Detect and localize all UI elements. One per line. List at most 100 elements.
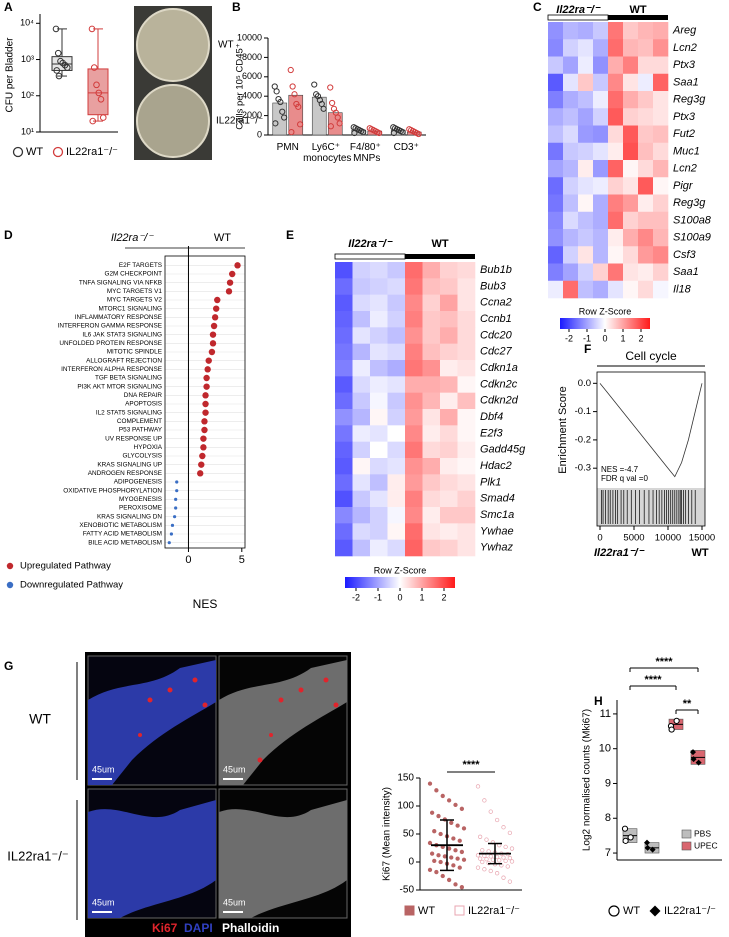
heatmap-cell (370, 343, 388, 361)
point (432, 829, 437, 834)
heatmap-cell (335, 311, 353, 328)
heatmap-cell (548, 125, 564, 144)
heatmap-cell (593, 177, 609, 195)
y-tick-label: 11 (600, 708, 611, 720)
heatmap-cell (352, 311, 371, 328)
x-side-label: WT (691, 547, 708, 559)
heatmap-cell (352, 294, 371, 312)
y-tick-label: 6000 (242, 71, 262, 81)
hit-band (597, 488, 705, 526)
heatmap-cell (593, 246, 609, 264)
heatmap-cell (608, 22, 624, 40)
colorbar-tick-label: -2 (352, 592, 360, 602)
heatmap-cell (422, 392, 441, 410)
row-label: Ptx3 (673, 59, 696, 71)
y-tick-label: 10³ (21, 54, 34, 64)
point (415, 130, 422, 138)
heatmap-cell (578, 263, 594, 282)
heatmap-cell (638, 108, 654, 126)
heatmap-cell (387, 376, 406, 393)
row-label: Lcn2 (673, 163, 697, 175)
heatmap-cell (638, 211, 654, 230)
point (429, 851, 435, 856)
legend-marker (6, 581, 14, 589)
y-tick-label: 150 (397, 773, 414, 784)
heatmap-cell (548, 73, 564, 92)
heatmap-cell (370, 376, 388, 393)
heatmap-cell (457, 294, 476, 312)
point (497, 858, 502, 863)
heatmap-cell (608, 142, 624, 161)
heatmap-cell (653, 91, 669, 109)
heatmap-cell (387, 360, 406, 377)
heatmap-cell (578, 246, 594, 264)
heatmap-cell (335, 376, 353, 393)
heatmap-cell (422, 262, 441, 279)
pathway-label: INTERFERON GAMMA RESPONSE (58, 323, 162, 330)
heatmap-cell (352, 409, 371, 426)
point (488, 868, 493, 874)
pathway-label: ALLOGRAFT REJECTION (86, 357, 162, 364)
legend-label: Upregulated Pathway (20, 561, 111, 572)
heatmap-cell (387, 262, 406, 279)
point (451, 863, 456, 868)
colorbar-tick-label: 2 (441, 592, 446, 602)
point (90, 64, 98, 71)
heatmap-cell (548, 246, 564, 264)
heatmap-cell (548, 263, 564, 282)
point (453, 802, 458, 808)
heatmap-cell (352, 441, 371, 459)
y-tick-label: 8000 (242, 52, 262, 62)
heatmap-cell (593, 280, 609, 299)
heatmap-cell (578, 177, 594, 195)
heatmap-cell (440, 294, 458, 312)
point (488, 854, 493, 859)
point (97, 95, 105, 103)
row-label: Cdc27 (480, 346, 513, 358)
heatmap-cell (593, 91, 609, 109)
row-label: Cdkn1a (480, 362, 518, 374)
heatmap-cell (593, 142, 609, 161)
heatmap-cell (563, 142, 579, 161)
point (211, 314, 219, 321)
point (53, 67, 61, 74)
panel-label: D (4, 228, 13, 242)
scale-bar-label: 45um (92, 897, 115, 907)
point (494, 854, 500, 860)
heatmap-cell (405, 523, 423, 540)
row-label: Ywhaz (480, 542, 514, 554)
point (621, 825, 629, 832)
point (197, 470, 204, 477)
heatmap-cell (387, 311, 406, 328)
heatmap-cell (548, 56, 564, 75)
point (501, 825, 506, 830)
heatmap-cell (405, 507, 423, 524)
point (453, 848, 458, 853)
y-tick-label: 0 (408, 857, 414, 868)
colorbar-tick-label: 1 (419, 592, 424, 602)
plate (136, 8, 210, 82)
y-tick-label: 10 (599, 743, 611, 755)
point (695, 759, 702, 766)
heatmap-cell (638, 229, 654, 247)
x-tick-label: 15000 (689, 533, 715, 544)
heatmap-cell (593, 211, 609, 230)
heatmap-cell (335, 294, 353, 312)
heatmap-cell (370, 360, 388, 377)
heatmap-cell (457, 409, 476, 426)
heatmap-cell (638, 263, 654, 282)
heatmap-cell (440, 441, 458, 459)
heatmap-cell (548, 229, 564, 247)
tissue (219, 660, 347, 785)
point (482, 798, 487, 803)
x-tick-label: 0 (185, 554, 191, 566)
row-label: Il18 (673, 283, 692, 295)
panel-label: E (286, 228, 294, 242)
heatmap-cell (457, 425, 476, 442)
heatmap-cell (563, 280, 579, 299)
point (501, 855, 506, 860)
heatmap-cell (593, 160, 609, 178)
y-tick-label: 10⁴ (20, 18, 34, 28)
heatmap-cell (563, 229, 579, 247)
